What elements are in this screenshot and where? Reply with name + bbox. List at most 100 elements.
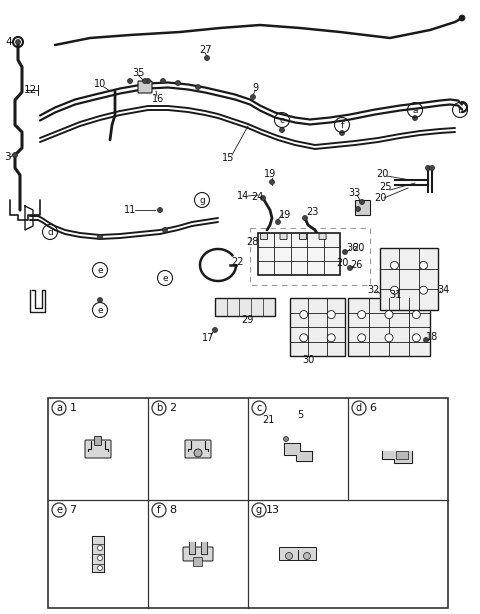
Circle shape [391, 286, 398, 294]
Text: a: a [412, 106, 418, 114]
Circle shape [358, 334, 366, 342]
Bar [396, 451, 408, 459]
FancyBboxPatch shape [380, 248, 438, 310]
FancyBboxPatch shape [300, 233, 307, 239]
Circle shape [423, 338, 429, 343]
Text: 28: 28 [246, 237, 258, 247]
Circle shape [276, 219, 280, 225]
Text: 30: 30 [302, 355, 314, 365]
Text: 21: 21 [262, 415, 274, 425]
Circle shape [195, 85, 201, 90]
Text: 16: 16 [152, 94, 164, 104]
Circle shape [15, 39, 21, 44]
Text: 23: 23 [306, 207, 318, 217]
Text: g: g [199, 195, 205, 204]
Circle shape [160, 79, 166, 84]
Text: d: d [356, 403, 362, 413]
Circle shape [97, 556, 103, 561]
Circle shape [97, 545, 103, 551]
FancyBboxPatch shape [193, 558, 203, 567]
Circle shape [391, 262, 398, 270]
Circle shape [385, 334, 393, 342]
Circle shape [412, 334, 420, 342]
FancyBboxPatch shape [95, 437, 101, 446]
Circle shape [284, 437, 288, 441]
Text: 24: 24 [251, 192, 263, 202]
Text: f: f [340, 120, 344, 130]
Circle shape [194, 449, 202, 457]
Circle shape [251, 95, 255, 99]
FancyBboxPatch shape [258, 233, 340, 275]
Text: 29: 29 [241, 315, 253, 325]
Polygon shape [189, 542, 195, 554]
Circle shape [300, 311, 308, 319]
Text: 36: 36 [346, 243, 358, 253]
Text: 19: 19 [264, 169, 276, 179]
Circle shape [360, 200, 364, 204]
Bar [215, 298, 275, 316]
Circle shape [385, 311, 393, 319]
Circle shape [430, 166, 434, 171]
Text: c: c [279, 115, 285, 125]
Text: g: g [256, 505, 262, 515]
FancyBboxPatch shape [138, 81, 152, 93]
Polygon shape [201, 542, 207, 554]
Text: 17: 17 [202, 333, 214, 343]
Text: f: f [157, 505, 161, 515]
Text: 22: 22 [232, 257, 244, 267]
FancyBboxPatch shape [183, 547, 213, 561]
Circle shape [128, 79, 132, 84]
Polygon shape [284, 443, 312, 461]
Circle shape [163, 228, 168, 233]
Circle shape [420, 262, 428, 270]
Bar [348, 298, 430, 356]
Circle shape [97, 298, 103, 303]
Circle shape [213, 327, 217, 333]
Text: 8: 8 [169, 505, 177, 515]
Circle shape [420, 286, 428, 294]
Circle shape [97, 235, 103, 239]
FancyBboxPatch shape [85, 440, 111, 458]
Text: 35: 35 [132, 68, 144, 78]
Circle shape [176, 80, 180, 85]
Polygon shape [92, 536, 104, 572]
Text: 20: 20 [336, 258, 348, 268]
Text: d: d [47, 228, 53, 236]
Circle shape [143, 79, 147, 84]
Circle shape [145, 79, 151, 84]
Text: 9: 9 [252, 83, 258, 93]
Circle shape [459, 15, 465, 21]
Text: 4: 4 [6, 37, 12, 47]
Text: 20: 20 [376, 169, 388, 179]
Text: 15: 15 [222, 153, 234, 163]
Circle shape [286, 553, 292, 559]
Text: 1: 1 [70, 403, 76, 413]
Text: 19: 19 [279, 210, 291, 220]
Circle shape [358, 311, 366, 319]
Circle shape [303, 553, 311, 559]
FancyBboxPatch shape [185, 440, 211, 458]
Text: 14: 14 [237, 191, 249, 201]
Circle shape [348, 265, 352, 271]
Text: 32: 32 [368, 285, 380, 295]
Text: 18: 18 [426, 332, 438, 342]
Circle shape [157, 208, 163, 212]
Polygon shape [382, 451, 412, 463]
Text: 26: 26 [350, 260, 362, 270]
Circle shape [279, 128, 285, 133]
FancyBboxPatch shape [355, 200, 370, 214]
Circle shape [300, 334, 308, 342]
Circle shape [302, 216, 308, 220]
Circle shape [339, 131, 345, 136]
Text: 2: 2 [169, 403, 177, 413]
Text: 7: 7 [70, 505, 77, 515]
Text: 31: 31 [389, 290, 401, 300]
Text: e: e [97, 265, 103, 274]
FancyBboxPatch shape [279, 548, 316, 561]
Circle shape [425, 166, 431, 171]
Text: e: e [162, 273, 168, 282]
Text: 10: 10 [94, 79, 106, 89]
Bar [290, 298, 345, 356]
Circle shape [412, 115, 418, 120]
Text: c: c [256, 403, 262, 413]
